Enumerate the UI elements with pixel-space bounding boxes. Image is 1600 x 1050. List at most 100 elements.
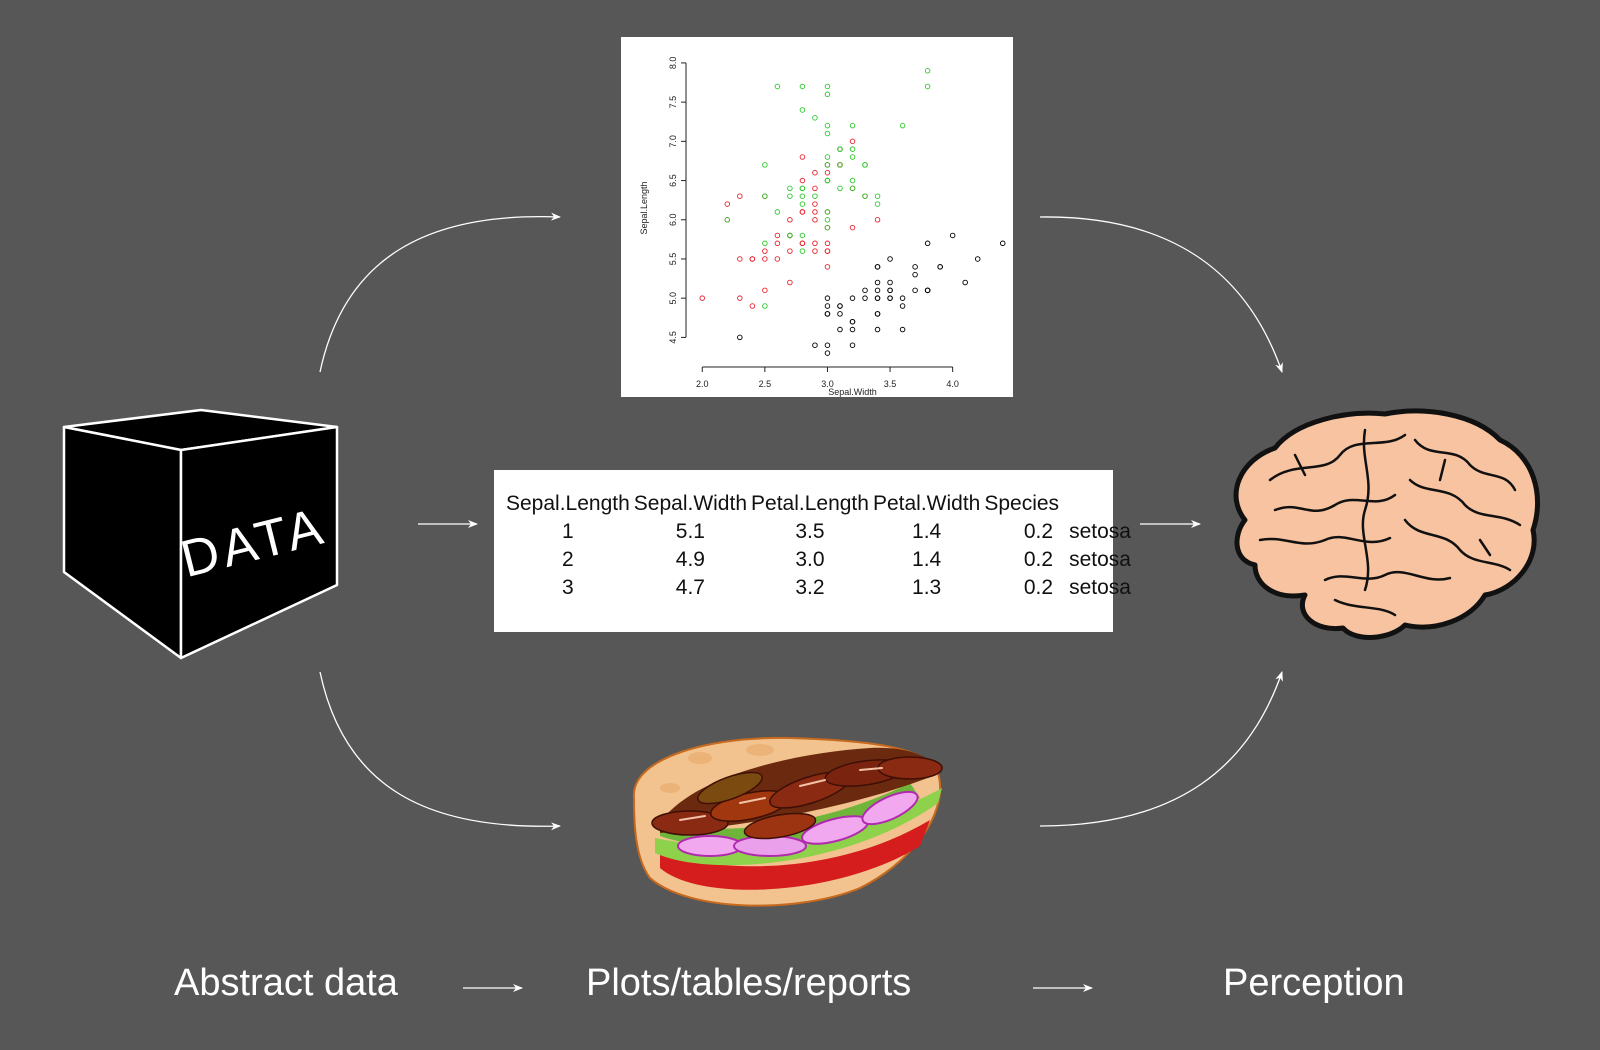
scatter-point <box>812 209 818 215</box>
cell-sepal-length: 4.7 <box>675 576 705 599</box>
scatter-point <box>937 264 943 270</box>
scatter-point <box>837 326 843 333</box>
cell-species: setosa <box>1069 548 1131 571</box>
scatter-point <box>799 185 806 192</box>
table-header-cell: Petal.Length <box>751 492 869 515</box>
scatter-point <box>874 264 881 270</box>
y-axis-label: Sepal.Length <box>639 181 649 234</box>
scatter-point <box>924 83 931 90</box>
scatter-point <box>824 83 831 90</box>
scatter-point <box>774 240 781 247</box>
scatter-point <box>762 248 768 254</box>
scatter-point <box>974 256 981 262</box>
scatter-point <box>924 287 931 294</box>
scatter-point <box>862 193 868 199</box>
y-tick-label: 6.0 <box>668 214 678 227</box>
arrow-plot-to-brain <box>1039 216 1283 373</box>
scatter-point <box>812 201 818 207</box>
table-header-cell: Sepal.Length <box>506 492 630 515</box>
cell-petal-width: 0.2 <box>1023 548 1054 571</box>
scatter-point <box>787 193 793 199</box>
table-header-row: Sepal.Length Sepal.Width Petal.Length Pe… <box>504 490 1133 518</box>
cell-petal-length: 1.4 <box>912 548 942 571</box>
scatter-point <box>924 68 931 74</box>
scatter-point <box>874 287 881 294</box>
scatter-point <box>849 177 856 184</box>
row-index: 3 <box>562 576 574 599</box>
cell-sepal-width: 3.2 <box>795 576 825 599</box>
scatter-point <box>799 107 806 113</box>
arrow-data-to-plot <box>319 212 561 373</box>
scatter-point <box>824 240 831 247</box>
scatter-point <box>799 201 806 207</box>
scatter-point <box>774 232 781 239</box>
scatter-point <box>837 303 843 309</box>
scatter-point <box>824 342 831 348</box>
x-tick-label: 2.5 <box>759 379 772 389</box>
scatter-point <box>799 193 806 199</box>
x-tick-label: 3.0 <box>821 379 834 389</box>
scatter-point <box>849 318 856 325</box>
arrow-sandwich-to-brain <box>1039 671 1283 827</box>
scatter-point <box>824 162 831 168</box>
scatter-point <box>724 201 731 207</box>
scatter-point <box>737 295 743 301</box>
scatter-point <box>799 240 806 247</box>
scatter-point <box>849 295 856 301</box>
scatter-point <box>812 193 818 199</box>
cell-sepal-width: 3.5 <box>795 520 825 543</box>
scatter-point <box>874 295 881 301</box>
scatter-point <box>862 287 868 294</box>
scatter-point <box>799 209 806 215</box>
scatter-point <box>762 162 768 168</box>
scatter-point <box>799 232 806 239</box>
scatter-point <box>874 326 881 333</box>
scatter-point <box>774 83 781 90</box>
scatter-point <box>737 193 743 199</box>
scatter-point <box>949 232 956 239</box>
scatter-point <box>824 295 831 301</box>
scatter-point <box>699 295 706 301</box>
scatter-point <box>762 240 768 247</box>
scatter-point <box>824 91 831 98</box>
cell-petal-length: 1.4 <box>912 520 942 543</box>
scatter-point <box>787 232 793 239</box>
table-header-cell: Sepal.Width <box>633 492 748 515</box>
scatter-point <box>762 256 768 262</box>
cell-species: setosa <box>1069 520 1131 543</box>
scatter-point <box>999 240 1006 247</box>
scatter-point <box>824 177 831 184</box>
cell-sepal-length: 5.1 <box>675 520 705 543</box>
scatter-point <box>824 224 831 231</box>
scatter-point <box>824 248 831 254</box>
scatter-point <box>799 154 806 160</box>
scatter-point <box>887 287 893 294</box>
table-header-cell: Species <box>984 492 1060 515</box>
scatter-point <box>799 177 806 184</box>
scatter-point <box>799 83 806 90</box>
row-index: 2 <box>562 548 574 571</box>
scatter-point <box>862 295 868 301</box>
scatter-point <box>737 334 743 341</box>
scatter-point <box>899 295 906 301</box>
scatter-point <box>899 326 906 333</box>
scatter-point <box>812 217 818 223</box>
scatter-point <box>824 217 831 223</box>
scatter-point <box>837 146 843 152</box>
scatter-point <box>874 193 881 199</box>
scatter-point <box>724 217 731 223</box>
scatter-point <box>887 279 893 286</box>
scatter-point <box>774 256 781 262</box>
scatter-point <box>849 146 856 152</box>
scatter-point <box>824 350 831 356</box>
scatter-point <box>749 256 756 262</box>
scatter-point <box>774 209 781 215</box>
scatter-point <box>824 130 831 137</box>
y-tick-label: 7.5 <box>668 96 678 109</box>
scatter-point <box>887 295 893 301</box>
scatter-plot: 2.0 2.5 3.0 3.5 4.0 4.5 5.0 5.5 6.0 6.5 7.0 7.5 8.0 S… <box>639 57 1006 397</box>
x-axis-label: Sepal.Width <box>828 387 877 397</box>
scatter-point <box>874 217 881 223</box>
scatter-point <box>874 311 881 317</box>
